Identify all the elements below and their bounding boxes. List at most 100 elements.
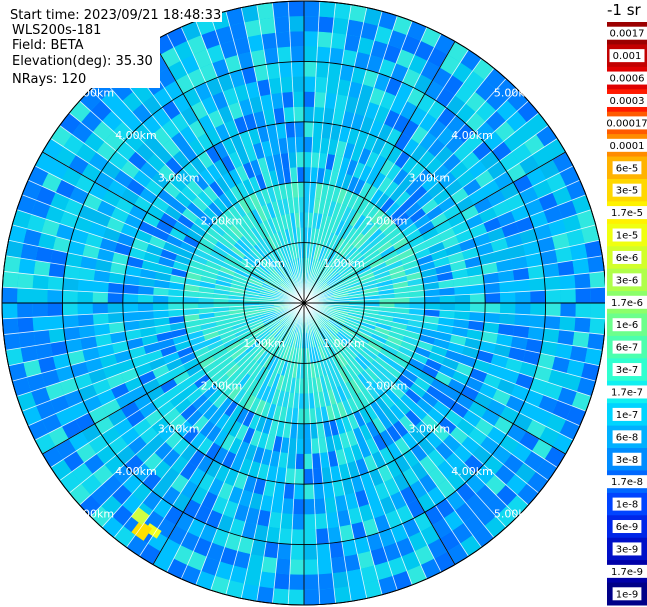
range-bin: [537, 236, 556, 253]
range-bin: [327, 200, 337, 217]
range-bin: [344, 96, 359, 114]
range-bin: [278, 528, 293, 545]
range-bin: [56, 223, 75, 241]
range-bin: [194, 374, 211, 389]
range-bin: [475, 504, 496, 526]
range-bin: [47, 303, 63, 317]
range-bin: [250, 227, 263, 242]
range-bin: [253, 110, 267, 128]
range-bin: [425, 358, 442, 372]
range-bin: [3, 332, 21, 351]
range-bin: [391, 275, 408, 285]
ray-separator: [59, 302, 305, 481]
range-bin: [271, 389, 281, 406]
range-bin: [432, 164, 450, 182]
range-bin: [108, 321, 126, 334]
range-bin: [328, 339, 340, 354]
range-bin: [437, 479, 457, 499]
range-bin: [315, 282, 328, 294]
range-bin: [33, 260, 51, 277]
range-bin: [263, 480, 276, 497]
range-bin: [215, 352, 231, 366]
azimuth-spoke: [152, 302, 305, 565]
range-bin: [304, 136, 313, 153]
range-bin: [92, 121, 114, 142]
range-ring-label: 5.00km: [72, 86, 114, 99]
range-bin: [342, 244, 355, 259]
range-bin: [371, 261, 387, 273]
range-bin: [271, 324, 284, 337]
range-bin: [152, 393, 170, 410]
range-bin: [221, 333, 237, 345]
range-bin: [444, 179, 463, 197]
range-bin: [243, 359, 257, 374]
range-bin: [311, 137, 322, 153]
range-bin: [332, 310, 348, 317]
range-bin: [133, 463, 153, 483]
range-bin: [160, 212, 178, 228]
range-bin: [229, 185, 244, 202]
range-bin: [294, 258, 300, 274]
range-bin: [41, 219, 60, 237]
ray-separator: [303, 286, 606, 304]
range-bin: [261, 284, 277, 293]
range-bin: [340, 267, 355, 279]
range-bin: [189, 432, 207, 450]
range-bin: [251, 325, 267, 336]
range-bin: [540, 249, 558, 266]
range-bin: [284, 278, 296, 292]
range-bin: [475, 80, 496, 102]
range-bin: [304, 423, 312, 439]
range-bin: [339, 264, 353, 277]
range-bin: [160, 344, 178, 358]
range-bin: [108, 150, 128, 170]
range-bin: [261, 32, 278, 50]
colorbar-tick-label: 1e-8: [616, 500, 639, 511]
range-bin: [188, 119, 206, 139]
range-bin: [327, 450, 339, 468]
range-bin: [151, 417, 170, 435]
range-bin: [102, 474, 123, 496]
range-bin: [374, 270, 391, 280]
range-bin: [273, 249, 284, 264]
range-bin: [291, 529, 304, 545]
range-bin: [328, 356, 339, 372]
range-bin: [384, 339, 401, 351]
range-bin: [388, 265, 405, 276]
range-bin: [161, 467, 180, 487]
range-bin: [246, 281, 262, 290]
range-bin: [191, 196, 208, 213]
range-bin: [282, 167, 292, 184]
range-bin: [173, 370, 191, 386]
range-bin: [319, 230, 328, 246]
range-bin: [272, 1, 289, 18]
range-bin: [250, 539, 267, 557]
range-bin: [230, 347, 246, 361]
range-bin: [439, 310, 455, 319]
range-bin: [341, 415, 353, 433]
range-bin: [234, 504, 250, 522]
range-bin: [376, 279, 393, 288]
range-bin: [125, 265, 142, 278]
range-bin: [283, 261, 292, 277]
range-bin: [36, 186, 56, 206]
range-bin: [213, 446, 229, 465]
range-bin: [321, 122, 333, 139]
range-bin: [312, 277, 322, 291]
range-bin: [428, 241, 445, 255]
range-bin: [262, 237, 274, 253]
range-bin: [210, 369, 226, 384]
range-bin: [48, 262, 66, 278]
range-bin: [77, 279, 94, 292]
range-bin: [153, 303, 169, 311]
range-bin: [372, 266, 389, 276]
range-bin: [157, 400, 175, 418]
range-bin: [454, 303, 471, 312]
range-bin: [261, 335, 274, 348]
range-bin: [259, 351, 272, 367]
range-bin: [316, 285, 330, 295]
range-bin: [128, 345, 147, 359]
range-bin: [313, 483, 325, 500]
range-bin: [404, 388, 422, 405]
range-bin: [494, 121, 516, 142]
